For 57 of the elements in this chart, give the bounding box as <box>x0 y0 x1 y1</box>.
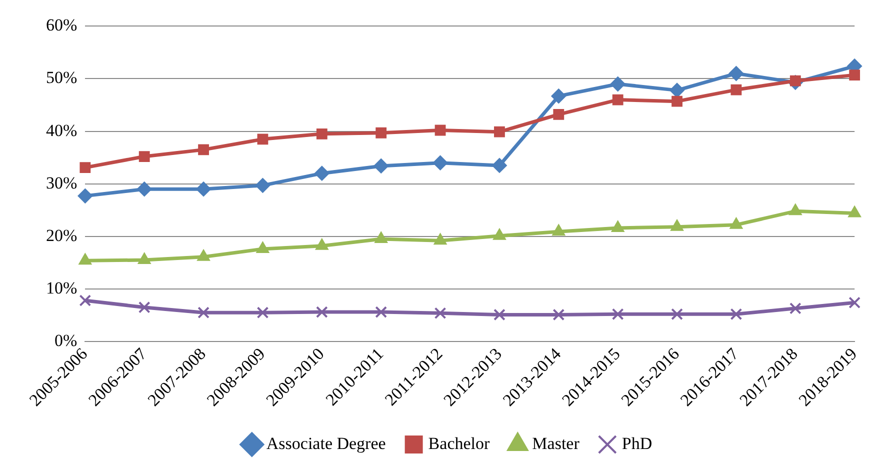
point <box>138 301 150 314</box>
legend-label: Bachelor <box>428 434 490 453</box>
y-tick-label: 50% <box>46 68 78 88</box>
point <box>552 224 566 236</box>
y-tick-label: 20% <box>46 226 78 245</box>
point <box>612 94 624 106</box>
point <box>432 155 448 170</box>
point <box>671 308 683 320</box>
y-tick-label: 10% <box>46 278 78 298</box>
point <box>375 306 388 318</box>
point <box>848 296 861 309</box>
point <box>316 128 328 140</box>
point <box>256 306 269 319</box>
y-tick-label: 40% <box>46 120 78 140</box>
point <box>138 252 151 264</box>
point <box>80 162 91 174</box>
point <box>79 294 92 306</box>
point <box>552 308 565 321</box>
point <box>257 134 268 145</box>
point <box>198 144 209 156</box>
point <box>849 70 860 81</box>
point <box>434 124 446 136</box>
y-tick-label: 60% <box>46 16 78 35</box>
legend-label: Associate Degree <box>266 434 386 453</box>
point <box>136 182 152 197</box>
point <box>728 66 744 81</box>
point <box>255 178 270 193</box>
legend-label: PhD <box>622 434 652 453</box>
point <box>730 308 742 320</box>
point <box>494 126 505 138</box>
point <box>256 242 270 254</box>
point <box>610 76 626 92</box>
y-tick-label: 30% <box>46 173 78 192</box>
legend-label: Master <box>532 434 580 453</box>
point <box>434 233 447 245</box>
point <box>78 188 93 204</box>
point <box>672 96 682 107</box>
point <box>551 88 566 104</box>
point <box>494 308 506 321</box>
point <box>376 127 387 138</box>
point <box>434 307 446 320</box>
point <box>789 302 802 314</box>
y-tick-label: 0% <box>54 330 78 350</box>
point <box>374 158 389 174</box>
point <box>316 306 328 318</box>
point <box>198 306 210 319</box>
point <box>374 232 388 244</box>
point <box>788 204 802 216</box>
point <box>553 109 564 120</box>
point <box>78 253 92 265</box>
point <box>670 82 685 98</box>
point <box>314 166 330 181</box>
point <box>138 151 150 162</box>
point <box>730 84 742 96</box>
point <box>196 182 212 197</box>
point <box>492 158 507 173</box>
point <box>612 308 624 320</box>
